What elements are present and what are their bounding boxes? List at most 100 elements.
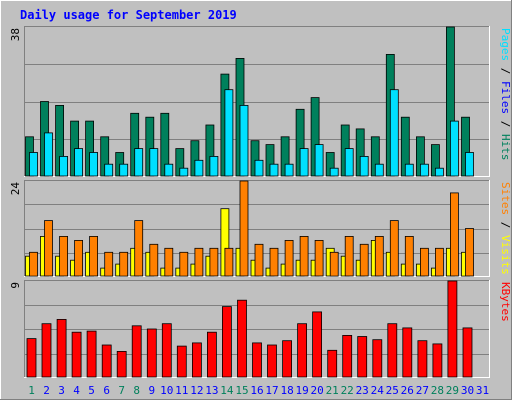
legend-part-3: / (499, 114, 512, 134)
x-tick-label-day-14: 14 (220, 384, 234, 397)
bar-pages-day-27 (419, 163, 429, 177)
bar-sites-day-8 (134, 220, 144, 277)
bar-sites-day-21 (329, 251, 339, 277)
bar-sites-day-12 (194, 247, 204, 277)
bar-kbytes-day-24 (372, 339, 383, 378)
panels-layer: 38 Pages / Files / Hits 24 Sites / Visits 9 K… (9, 26, 512, 378)
x-tick-label-day-29: 29 (446, 384, 459, 397)
bar-kbytes-day-10 (161, 323, 172, 378)
legend-part-0: Sites (499, 182, 512, 215)
y-max-label: 38 (9, 28, 22, 41)
x-tick-label-day-18: 18 (280, 384, 293, 397)
x-tick-label-day-7: 7 (118, 384, 125, 397)
y-max-label: 9 (9, 282, 22, 289)
x-tick-label-day-22: 22 (341, 384, 354, 397)
legend-part-1: / (499, 215, 512, 235)
bar-pages-day-10 (164, 163, 174, 177)
bar-pages-day-6 (104, 163, 114, 177)
bar-sites-day-4 (74, 239, 83, 277)
bar-pages-day-8 (134, 148, 144, 177)
series-legend-label: KBytes (499, 282, 512, 322)
bar-kbytes-day-5 (86, 330, 97, 378)
bar-pages-day-18 (284, 163, 294, 177)
bar-kbytes-day-23 (357, 336, 368, 378)
bar-kbytes-day-29 (447, 280, 458, 378)
bar-kbytes-day-12 (191, 342, 202, 378)
x-tick-label-day-27: 27 (416, 384, 429, 397)
bar-kbytes-day-11 (176, 345, 187, 378)
legend-part-1: / (499, 61, 512, 81)
x-tick-label-day-6: 6 (103, 384, 110, 397)
panel-hits-files-pages: 38 Pages / Files / Hits (9, 26, 512, 177)
x-tick-label-day-15: 15 (235, 384, 248, 397)
x-tick-label-day-30: 30 (461, 384, 474, 397)
bar-kbytes-day-6 (101, 344, 112, 378)
x-tick-label-day-19: 19 (295, 384, 308, 397)
x-tick-label-day-10: 10 (160, 384, 173, 397)
bar-sites-day-10 (164, 247, 174, 277)
bar-sites-day-11 (179, 251, 189, 277)
bar-kbytes-day-14 (221, 306, 232, 378)
bar-kbytes-day-27 (417, 340, 428, 378)
x-tick-label-day-11: 11 (175, 384, 188, 397)
bar-sites-day-28 (434, 247, 444, 277)
x-tick-label-day-23: 23 (356, 384, 369, 397)
bar-sites-day-26 (404, 235, 414, 277)
legend-part-4: Hits (499, 134, 512, 161)
x-tick-label-day-9: 9 (148, 384, 155, 397)
bar-pages-day-13 (209, 155, 219, 177)
bar-kbytes-day-1 (26, 338, 37, 378)
bar-sites-day-15 (239, 180, 249, 277)
x-axis-labels: 1 2 3 4 5 6 7 8 9 10 11 12 13 14 15 16 17 18 19 20 21 22 23 24 2… (28, 384, 489, 397)
bar-kbytes-day-21 (327, 349, 338, 378)
bar-sites-day-1 (29, 251, 38, 277)
bar-kbytes-day-8 (131, 325, 142, 378)
bar-kbytes-day-30 (462, 327, 473, 378)
bar-sites-day-22 (344, 235, 354, 277)
bar-pages-day-5 (89, 152, 98, 177)
bar-sites-day-13 (209, 247, 219, 277)
bar-sites-day-30 (465, 228, 474, 277)
legend-part-2: Visits (499, 235, 512, 275)
bar-sites-day-3 (59, 235, 68, 277)
bar-pages-day-28 (434, 167, 444, 177)
bar-kbytes-day-26 (402, 327, 413, 378)
x-tick-label-day-13: 13 (205, 384, 218, 397)
x-tick-label-day-28: 28 (431, 384, 444, 397)
x-tick-label-day-16: 16 (250, 384, 263, 397)
bar-pages-day-23 (359, 155, 369, 177)
bar-kbytes-day-20 (312, 311, 323, 378)
x-tick-label-day-8: 8 (133, 384, 140, 397)
bar-pages-day-20 (314, 144, 324, 177)
bar-kbytes-day-9 (146, 328, 157, 378)
bar-sites-day-19 (299, 235, 309, 277)
bar-kbytes-day-17 (267, 344, 277, 378)
bar-sites-day-27 (419, 247, 429, 277)
bar-sites-day-29 (449, 192, 459, 277)
bar-pages-day-11 (179, 167, 189, 177)
bar-kbytes-day-22 (342, 334, 353, 378)
x-tick-label-day-2: 2 (43, 384, 50, 397)
bar-pages-day-22 (344, 148, 354, 177)
bar-kbytes-day-13 (206, 331, 217, 378)
bar-sites-day-25 (389, 220, 399, 277)
bar-pages-day-9 (149, 148, 159, 177)
bar-kbytes-day-28 (432, 343, 443, 378)
bar-sites-day-18 (284, 239, 294, 277)
bar-sites-day-5 (89, 235, 98, 277)
x-tick-label-day-25: 25 (386, 384, 399, 397)
x-tick-label-day-1: 1 (28, 384, 35, 397)
bar-kbytes-day-4 (71, 331, 82, 378)
x-tick-label-day-24: 24 (371, 384, 385, 397)
bar-pages-day-15 (239, 105, 249, 177)
bar-sites-day-23 (359, 243, 369, 277)
bar-pages-day-19 (299, 148, 309, 177)
x-tick-label-day-4: 4 (73, 384, 80, 397)
legend-part-0: Pages (499, 28, 512, 61)
bar-kbytes-day-2 (41, 323, 52, 378)
bar-sites-day-20 (314, 239, 324, 277)
bar-kbytes-day-25 (387, 323, 398, 378)
bar-kbytes-day-7 (116, 350, 127, 378)
series-legend-label: Pages / Files / Hits (499, 28, 512, 161)
